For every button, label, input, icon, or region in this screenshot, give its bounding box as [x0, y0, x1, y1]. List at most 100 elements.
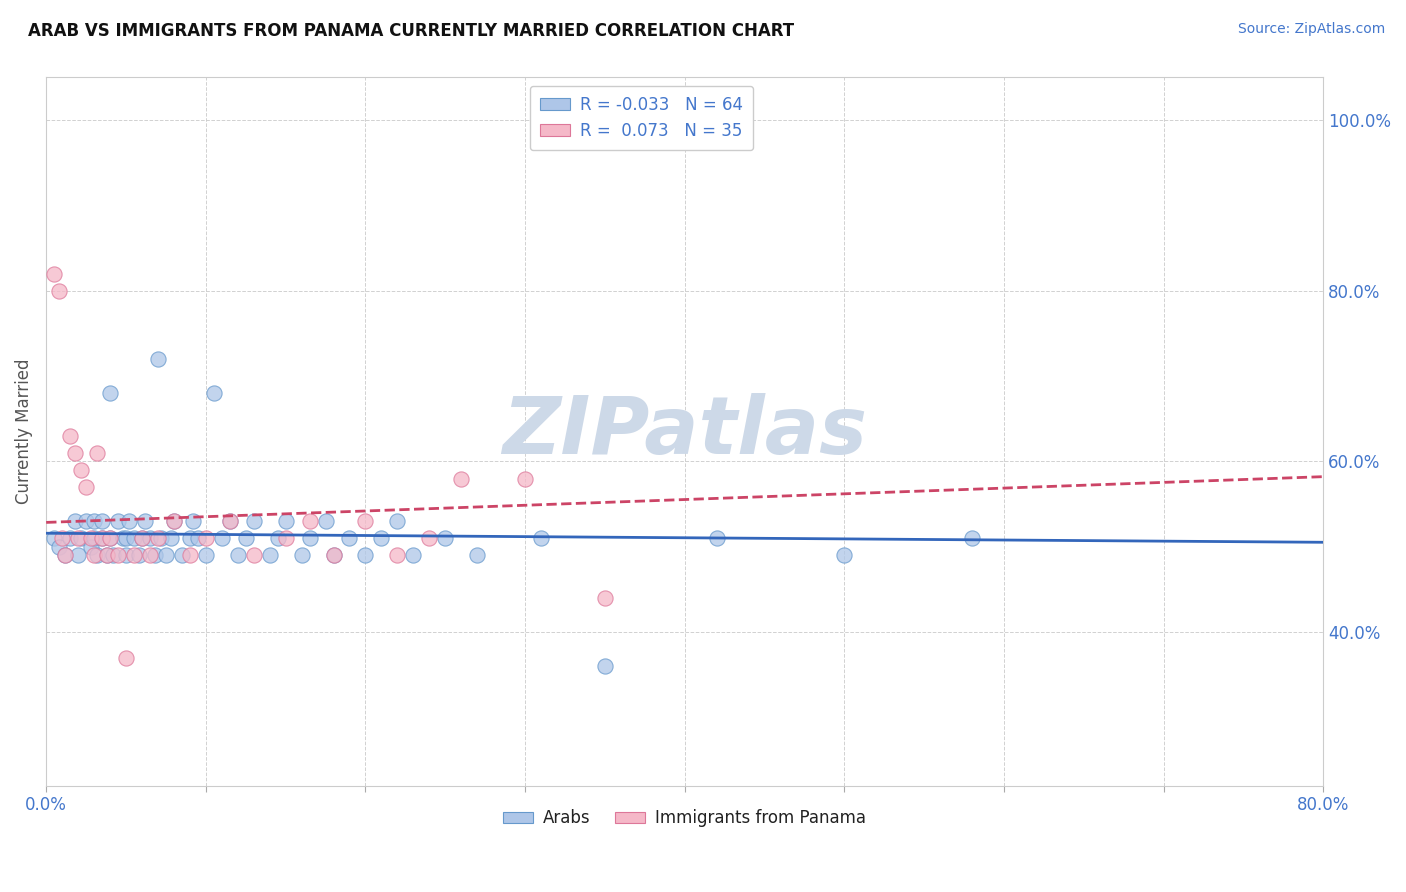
Point [107, 514, 129, 528]
Point [235, 531, 257, 545]
Point [139, 549, 162, 563]
Text: Source: ZipAtlas.com: Source: ZipAtlas.com [1237, 22, 1385, 37]
Point [266, 531, 288, 545]
Point [63, 446, 86, 460]
Point [170, 549, 193, 563]
Point [143, 549, 166, 563]
Point [146, 352, 169, 367]
Point [48, 284, 70, 298]
Point [83, 549, 105, 563]
Point [593, 659, 616, 673]
Point [163, 514, 186, 528]
Point [98, 386, 121, 401]
Point [75, 480, 97, 494]
Point [150, 531, 173, 545]
Point [118, 514, 141, 528]
Text: ARAB VS IMMIGRANTS FROM PANAMA CURRENTLY MARRIED CORRELATION CHART: ARAB VS IMMIGRANTS FROM PANAMA CURRENTLY… [28, 22, 794, 40]
Point [51, 531, 73, 545]
Point [83, 531, 105, 545]
Point [194, 531, 217, 545]
Point [530, 531, 553, 545]
Point [146, 531, 169, 545]
Point [434, 531, 457, 545]
Point [122, 549, 145, 563]
Point [298, 514, 321, 528]
Point [139, 531, 162, 545]
Point [202, 386, 225, 401]
Point [98, 531, 121, 545]
Point [155, 549, 177, 563]
Point [179, 531, 201, 545]
Point [242, 514, 264, 528]
Point [115, 531, 138, 545]
Y-axis label: Currently Married: Currently Married [15, 359, 32, 504]
Point [387, 514, 409, 528]
Point [59, 429, 82, 443]
Point [194, 549, 217, 563]
Point [274, 514, 297, 528]
Point [593, 591, 616, 605]
Point [450, 471, 472, 485]
Point [322, 549, 344, 563]
Point [354, 549, 377, 563]
Point [832, 549, 855, 563]
Point [53, 549, 76, 563]
Point [115, 650, 138, 665]
Point [59, 531, 82, 545]
Point [418, 531, 440, 545]
Point [131, 531, 153, 545]
Point [44, 267, 66, 281]
Point [179, 549, 201, 563]
Point [44, 531, 66, 545]
Point [370, 531, 392, 545]
Point [290, 549, 312, 563]
Point [259, 549, 281, 563]
Point [211, 531, 233, 545]
Point [163, 514, 186, 528]
Point [181, 514, 204, 528]
Point [86, 446, 108, 460]
Point [322, 549, 344, 563]
Point [226, 549, 249, 563]
Point [315, 514, 337, 528]
Point [96, 549, 118, 563]
Point [465, 549, 488, 563]
Point [80, 531, 103, 545]
Point [70, 531, 93, 545]
Point [402, 549, 425, 563]
Point [706, 531, 728, 545]
Point [75, 514, 97, 528]
Point [96, 549, 118, 563]
Point [91, 514, 114, 528]
Point [354, 514, 377, 528]
Point [53, 549, 76, 563]
Point [159, 531, 181, 545]
Point [387, 549, 409, 563]
Point [86, 549, 108, 563]
Point [111, 531, 134, 545]
Point [80, 540, 103, 554]
Legend: Arabs, Immigrants from Panama: Arabs, Immigrants from Panama [496, 803, 873, 834]
Point [218, 514, 240, 528]
Point [134, 514, 156, 528]
Point [513, 471, 536, 485]
Point [107, 549, 129, 563]
Point [67, 549, 90, 563]
Point [339, 531, 361, 545]
Point [274, 531, 297, 545]
Point [242, 549, 264, 563]
Point [128, 549, 150, 563]
Point [218, 514, 240, 528]
Point [67, 531, 90, 545]
Point [98, 531, 121, 545]
Point [70, 463, 93, 477]
Point [48, 540, 70, 554]
Point [91, 531, 114, 545]
Point [187, 531, 209, 545]
Point [103, 549, 125, 563]
Point [298, 531, 321, 545]
Point [131, 531, 153, 545]
Point [960, 531, 983, 545]
Point [91, 531, 114, 545]
Text: ZIPatlas: ZIPatlas [502, 392, 868, 471]
